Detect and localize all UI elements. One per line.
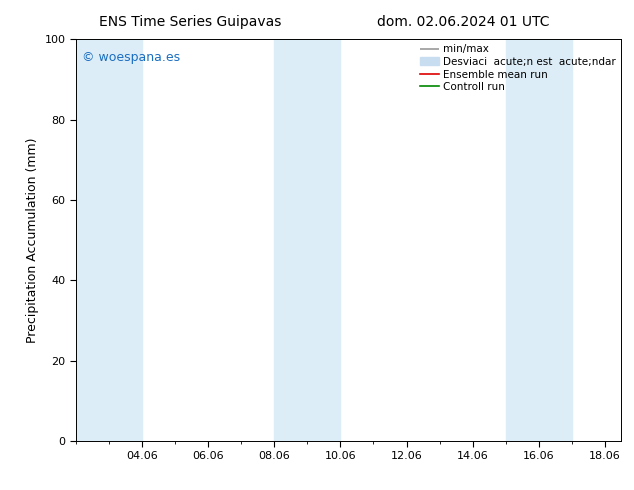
Bar [506,39,572,441]
Legend: min/max, Desviaci  acute;n est  acute;ndar, Ensemble mean run, Controll run: min/max, Desviaci acute;n est acute;ndar… [418,42,618,94]
Bar [275,39,340,441]
Bar [76,39,142,441]
Text: dom. 02.06.2024 01 UTC: dom. 02.06.2024 01 UTC [377,15,549,29]
Y-axis label: Precipitation Accumulation (mm): Precipitation Accumulation (mm) [26,137,39,343]
Text: ENS Time Series Guipavas: ENS Time Series Guipavas [99,15,281,29]
Text: © woespana.es: © woespana.es [82,51,179,64]
